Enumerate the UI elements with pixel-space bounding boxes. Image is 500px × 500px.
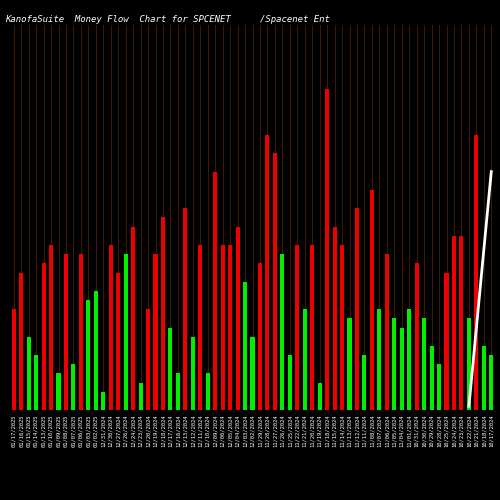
Bar — [378, 309, 382, 410]
Bar — [154, 254, 158, 410]
Bar — [302, 309, 307, 410]
Bar — [392, 318, 396, 410]
Bar — [42, 264, 46, 410]
Bar — [86, 300, 90, 410]
Bar — [280, 254, 284, 410]
Bar — [243, 282, 247, 410]
Bar — [325, 89, 329, 410]
Bar — [176, 374, 180, 410]
Bar — [340, 245, 344, 410]
Bar — [452, 236, 456, 410]
Bar — [108, 245, 113, 410]
Bar — [101, 392, 105, 410]
Bar — [482, 346, 486, 410]
Bar — [489, 355, 494, 410]
Bar — [362, 355, 366, 410]
Bar — [250, 336, 254, 410]
Bar — [64, 254, 68, 410]
Bar — [168, 328, 172, 410]
Bar — [34, 355, 38, 410]
Bar — [444, 272, 448, 410]
Bar — [206, 374, 210, 410]
Bar — [191, 336, 195, 410]
Bar — [266, 135, 270, 410]
Bar — [184, 208, 188, 410]
Bar — [407, 309, 411, 410]
Bar — [12, 309, 16, 410]
Bar — [26, 336, 30, 410]
Bar — [146, 309, 150, 410]
Bar — [198, 245, 202, 410]
Bar — [474, 135, 478, 410]
Bar — [467, 318, 471, 410]
Bar — [228, 245, 232, 410]
Bar — [414, 264, 418, 410]
Bar — [19, 272, 23, 410]
Bar — [72, 364, 76, 410]
Bar — [422, 318, 426, 410]
Bar — [295, 245, 300, 410]
Bar — [138, 382, 142, 410]
Bar — [460, 236, 464, 410]
Bar — [332, 226, 336, 410]
Bar — [131, 226, 135, 410]
Bar — [355, 208, 359, 410]
Bar — [288, 355, 292, 410]
Bar — [56, 374, 60, 410]
Bar — [258, 264, 262, 410]
Text: KanofaSuite  Money Flow  Chart for SPCENET: KanofaSuite Money Flow Chart for SPCENET — [5, 15, 231, 24]
Bar — [437, 364, 441, 410]
Bar — [370, 190, 374, 410]
Bar — [116, 272, 120, 410]
Bar — [318, 382, 322, 410]
Bar — [310, 245, 314, 410]
Bar — [94, 291, 98, 410]
Bar — [161, 218, 165, 410]
Bar — [124, 254, 128, 410]
Bar — [49, 245, 53, 410]
Bar — [273, 154, 277, 410]
Bar — [213, 172, 217, 410]
Bar — [236, 226, 240, 410]
Bar — [430, 346, 434, 410]
Text: /Spacenet Ent: /Spacenet Ent — [260, 15, 330, 24]
Bar — [385, 254, 389, 410]
Bar — [79, 254, 83, 410]
Bar — [400, 328, 404, 410]
Bar — [348, 318, 352, 410]
Bar — [220, 245, 224, 410]
